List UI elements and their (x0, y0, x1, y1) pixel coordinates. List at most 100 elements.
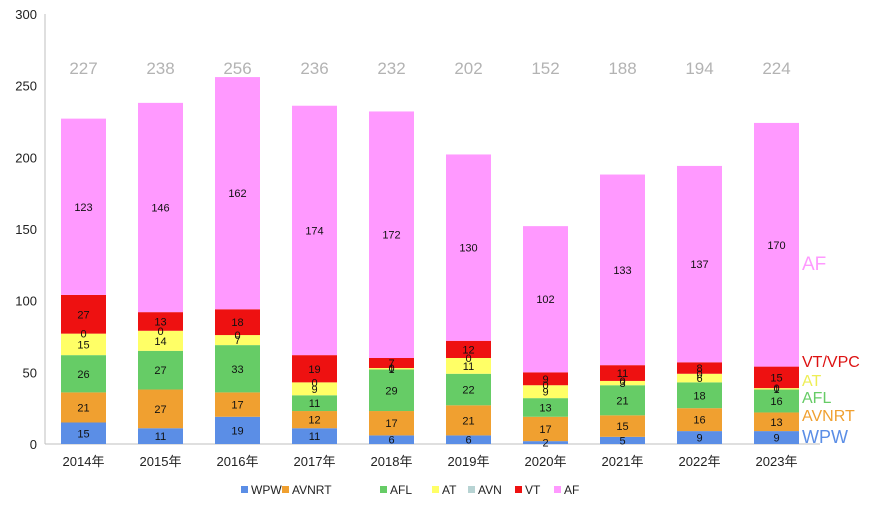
segment-value-label: 1 (773, 384, 779, 396)
bar-segment-at (369, 368, 414, 370)
segment-value-label: 18 (693, 390, 705, 402)
bar-segment-avnrt (600, 415, 645, 437)
segment-value-label: 6 (465, 435, 471, 447)
segment-value-label: 21 (462, 415, 474, 427)
legend-label: WPW (251, 483, 282, 497)
total-value-label: 152 (531, 59, 559, 78)
segment-value-label: 0 (80, 329, 86, 341)
segment-value-label: 0 (465, 353, 471, 365)
segment-value-label: 0 (234, 330, 240, 342)
bar-segment-vt (677, 362, 722, 374)
x-tick-label: 2020年 (525, 454, 567, 469)
segment-value-label: 9 (773, 433, 779, 445)
segment-value-label: 17 (231, 400, 243, 412)
segment-value-label: 16 (693, 415, 705, 427)
bar-segment-avnrt (61, 392, 106, 423)
bar-segment-wpw (369, 435, 414, 444)
bar-segment-wpw (600, 436, 645, 444)
x-tick-label: 2015年 (140, 454, 182, 469)
x-tick-label: 2022年 (679, 454, 721, 469)
bar-segment-vt (600, 365, 645, 381)
total-value-label: 202 (454, 59, 482, 78)
bar-segment-vt (215, 309, 260, 336)
total-value-label: 227 (69, 59, 97, 78)
segment-value-label: 0 (542, 380, 548, 392)
legend-label: AF (564, 483, 579, 497)
side-series-label: AVNRT (802, 408, 855, 425)
segment-value-label: 13 (154, 316, 166, 328)
segment-value-label: 9 (542, 387, 548, 399)
segment-value-label: 27 (77, 309, 89, 321)
bar-segment-vt (446, 340, 491, 358)
bar-segment-wpw (446, 435, 491, 444)
bar-segment-af (61, 118, 106, 295)
bar-segment-at (61, 333, 106, 356)
segment-value-label: 27 (154, 365, 166, 377)
segment-value-label: 146 (151, 203, 169, 215)
bar-segment-afl (138, 350, 183, 390)
segment-value-label: 170 (767, 240, 785, 252)
segment-value-label: 1 (388, 364, 394, 376)
bar-segment-at (523, 385, 568, 399)
bar-segment-avnrt (215, 392, 260, 417)
x-tick-label: 2023年 (756, 454, 798, 469)
bar-segment-afl (523, 398, 568, 417)
side-series-label: AF (802, 254, 826, 275)
segment-value-label: 2 (542, 438, 548, 450)
segment-value-label: 7 (388, 358, 394, 370)
bar-segment-af (215, 77, 260, 310)
segment-value-label: 33 (231, 364, 243, 376)
segment-value-label: 172 (382, 230, 400, 242)
bar-segment-wpw (292, 428, 337, 444)
segment-value-label: 22 (462, 385, 474, 397)
bar-segment-vt (292, 355, 337, 383)
segment-value-label: 11 (309, 398, 320, 410)
segment-value-label: 6 (388, 435, 394, 447)
segment-value-label: 0 (388, 363, 394, 375)
segment-value-label: 9 (696, 433, 702, 445)
bar-segment-afl (446, 373, 491, 406)
segment-value-label: 5 (619, 435, 625, 447)
segment-value-label: 13 (539, 402, 551, 414)
segment-value-label: 0 (696, 369, 702, 381)
y-tick-label: 0 (30, 437, 37, 452)
bar-segment-at (138, 330, 183, 351)
x-tick-label: 2014年 (63, 454, 105, 469)
x-tick-label: 2016年 (217, 454, 259, 469)
bar-segment-at (292, 382, 337, 396)
side-series-label: AFL (802, 390, 831, 407)
total-value-label: 224 (762, 59, 790, 78)
segment-value-label: 17 (539, 424, 551, 436)
segment-value-label: 133 (613, 265, 631, 277)
segment-value-label: 15 (77, 339, 89, 351)
y-tick-label: 300 (15, 7, 37, 22)
bar-segment-avnrt (446, 405, 491, 436)
bar-segment-afl (600, 385, 645, 416)
segment-value-label: 15 (616, 421, 628, 433)
legend-swatch-afl (380, 486, 387, 493)
total-value-label: 238 (146, 59, 174, 78)
segment-value-label: 12 (462, 344, 474, 356)
segment-value-label: 21 (77, 402, 89, 414)
segment-value-label: 21 (616, 395, 628, 407)
bar-segment-at (215, 335, 260, 346)
segment-value-label: 11 (155, 431, 166, 443)
segment-value-label: 19 (308, 364, 320, 376)
segment-value-label: 26 (77, 369, 89, 381)
bar-segment-avnrt (677, 408, 722, 432)
bar-segment-wpw (138, 428, 183, 444)
segment-value-label: 14 (154, 336, 166, 348)
x-tick-label: 2019年 (448, 454, 490, 469)
total-value-label: 194 (685, 59, 713, 78)
bar-segment-afl (215, 345, 260, 393)
total-value-label: 236 (300, 59, 328, 78)
segment-value-label: 102 (536, 294, 554, 306)
bar-segment-avnrt (369, 411, 414, 436)
segment-value-label: 0 (157, 326, 163, 338)
segment-value-label: 9 (311, 384, 317, 396)
x-tick-label: 2021年 (602, 454, 644, 469)
segment-value-label: 11 (617, 368, 628, 380)
segment-labels: 1521261502712311272714013146191733701816… (74, 188, 785, 449)
segment-value-label: 17 (385, 418, 397, 430)
